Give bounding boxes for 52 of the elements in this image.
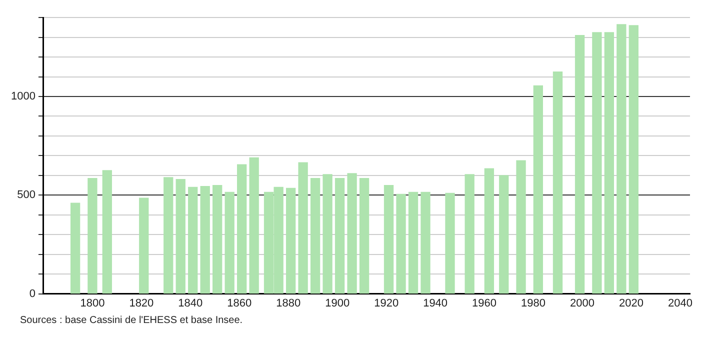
- bar: [616, 24, 626, 294]
- bar: [574, 35, 585, 294]
- bar: [484, 168, 494, 294]
- bar: [499, 175, 509, 294]
- bar: [70, 202, 80, 294]
- bar: [396, 194, 406, 294]
- bar: [88, 178, 98, 294]
- x-tick-label: 1860: [227, 297, 252, 310]
- bar: [445, 192, 455, 294]
- bar: [200, 186, 210, 294]
- bar: [322, 174, 332, 294]
- source-note: Sources : base Cassini de l'EHESS et base Insee.: [20, 315, 244, 326]
- bar: [628, 25, 639, 294]
- bar: [533, 85, 543, 294]
- y-tick-label: 0: [29, 288, 36, 300]
- bar: [176, 179, 186, 294]
- bar: [310, 178, 320, 294]
- x-tick-label: 2000: [570, 297, 594, 310]
- bar: [420, 192, 430, 294]
- bar: [604, 32, 614, 294]
- x-tick-label: 1900: [325, 297, 350, 310]
- bar: [408, 192, 418, 294]
- x-tick-label: 1940: [423, 297, 448, 310]
- bar: [102, 170, 112, 294]
- y-tick-label: 1000: [10, 90, 36, 103]
- bar: [224, 192, 234, 294]
- bar: [347, 173, 357, 294]
- y-tick-label: 500: [17, 189, 36, 202]
- bar: [286, 188, 296, 294]
- bar: [237, 164, 247, 294]
- bar: [298, 162, 308, 294]
- x-tick-label: 1920: [374, 297, 399, 310]
- x-tick-label: 1820: [129, 297, 154, 310]
- bar: [464, 174, 474, 294]
- x-tick-label: 1980: [521, 297, 546, 310]
- bar: [592, 32, 602, 294]
- bar: [188, 186, 198, 294]
- bar: [384, 184, 394, 294]
- bar: [334, 178, 345, 294]
- x-tick-label: 1960: [472, 297, 497, 310]
- x-tick-label: 1880: [276, 297, 301, 310]
- x-tick-label: 2040: [668, 297, 692, 310]
- bar: [139, 198, 149, 294]
- bar: [164, 177, 174, 294]
- bar: [249, 157, 259, 294]
- bar: [552, 72, 563, 294]
- x-tick-label: 1800: [80, 297, 105, 310]
- bar: [212, 184, 222, 294]
- bar: [516, 160, 526, 294]
- x-tick-label: 2020: [618, 297, 644, 310]
- x-tick-label: 1840: [178, 297, 203, 310]
- bar: [359, 178, 370, 294]
